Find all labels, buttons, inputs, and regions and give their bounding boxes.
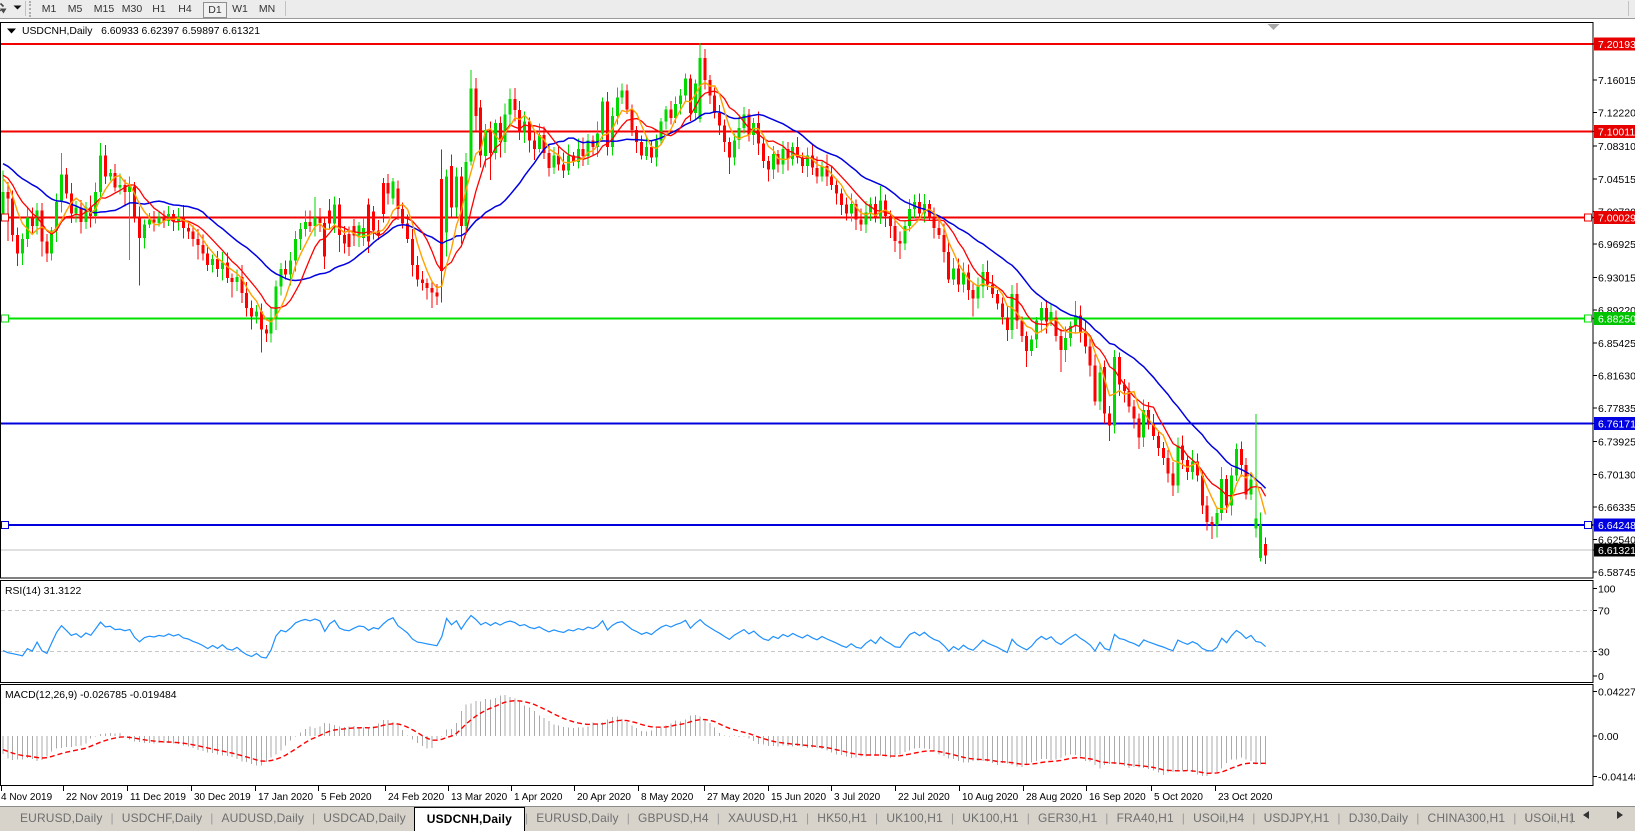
svg-text:7.10011: 7.10011 <box>1598 127 1635 139</box>
svg-text:6.61321: 6.61321 <box>1598 545 1635 557</box>
svg-text:0.00: 0.00 <box>1598 731 1619 743</box>
svg-text:30: 30 <box>1598 647 1610 659</box>
svg-text:6.66335: 6.66335 <box>1598 502 1635 514</box>
svg-text:7.08310: 7.08310 <box>1598 141 1635 153</box>
svg-text:3 Jul 2020: 3 Jul 2020 <box>834 792 881 803</box>
svg-text:70: 70 <box>1598 605 1610 617</box>
svg-text:5 Oct 2020: 5 Oct 2020 <box>1154 792 1203 803</box>
svg-text:7.00029: 7.00029 <box>1598 213 1635 225</box>
svg-text:6.77835: 6.77835 <box>1598 403 1635 415</box>
svg-text:6.64248: 6.64248 <box>1598 520 1635 532</box>
svg-text:6.88250: 6.88250 <box>1598 314 1635 326</box>
svg-text:22 Jul 2020: 22 Jul 2020 <box>898 792 950 803</box>
svg-text:RSI(14) 31.3122: RSI(14) 31.3122 <box>5 586 81 597</box>
svg-text:0: 0 <box>1598 671 1604 683</box>
svg-text:USDCNH,Daily 6.60933 6.62397: USDCNH,Daily 6.60933 6.62397 6.59897 6.6… <box>22 26 260 37</box>
svg-text:10 Aug 2020: 10 Aug 2020 <box>962 792 1019 803</box>
svg-text:1 Apr 2020: 1 Apr 2020 <box>514 792 563 803</box>
svg-text:100: 100 <box>1598 584 1616 596</box>
svg-text:MACD(12,26,9) -0.026785 -0.019: MACD(12,26,9) -0.026785 -0.019484 <box>5 690 177 701</box>
svg-text:0.042275: 0.042275 <box>1598 687 1635 699</box>
svg-text:5 Feb 2020: 5 Feb 2020 <box>321 792 372 803</box>
svg-text:13 Mar 2020: 13 Mar 2020 <box>451 792 508 803</box>
svg-text:6.85425: 6.85425 <box>1598 338 1635 350</box>
svg-text:7.12220: 7.12220 <box>1598 108 1635 120</box>
svg-text:17 Jan 2020: 17 Jan 2020 <box>258 792 313 803</box>
svg-text:11 Dec 2019: 11 Dec 2019 <box>130 792 186 803</box>
svg-text:6.70130: 6.70130 <box>1598 469 1635 481</box>
svg-text:6.93015: 6.93015 <box>1598 273 1635 285</box>
svg-text:28 Aug 2020: 28 Aug 2020 <box>1026 792 1083 803</box>
svg-text:7.16015: 7.16015 <box>1598 75 1635 87</box>
svg-text:16 Sep 2020: 16 Sep 2020 <box>1089 792 1146 803</box>
svg-text:4 Nov 2019: 4 Nov 2019 <box>1 792 53 803</box>
svg-text:-0.04148: -0.04148 <box>1598 771 1635 783</box>
svg-text:15 Jun 2020: 15 Jun 2020 <box>771 792 826 803</box>
svg-text:7.04515: 7.04515 <box>1598 174 1635 186</box>
svg-text:20 Apr 2020: 20 Apr 2020 <box>577 792 631 803</box>
svg-text:22 Nov 2019: 22 Nov 2019 <box>66 792 123 803</box>
svg-text:27 May 2020: 27 May 2020 <box>707 792 765 803</box>
svg-text:6.76171: 6.76171 <box>1598 419 1635 431</box>
svg-text:6.58745: 6.58745 <box>1598 567 1635 579</box>
svg-text:6.81630: 6.81630 <box>1598 371 1635 383</box>
svg-text:6.73925: 6.73925 <box>1598 437 1635 449</box>
svg-text:23 Oct 2020: 23 Oct 2020 <box>1218 792 1273 803</box>
svg-text:6.96925: 6.96925 <box>1598 239 1635 251</box>
svg-text:30 Dec 2019: 30 Dec 2019 <box>194 792 251 803</box>
svg-text:24 Feb 2020: 24 Feb 2020 <box>388 792 445 803</box>
svg-text:7.20193: 7.20193 <box>1598 39 1635 51</box>
svg-text:8 May 2020: 8 May 2020 <box>641 792 694 803</box>
